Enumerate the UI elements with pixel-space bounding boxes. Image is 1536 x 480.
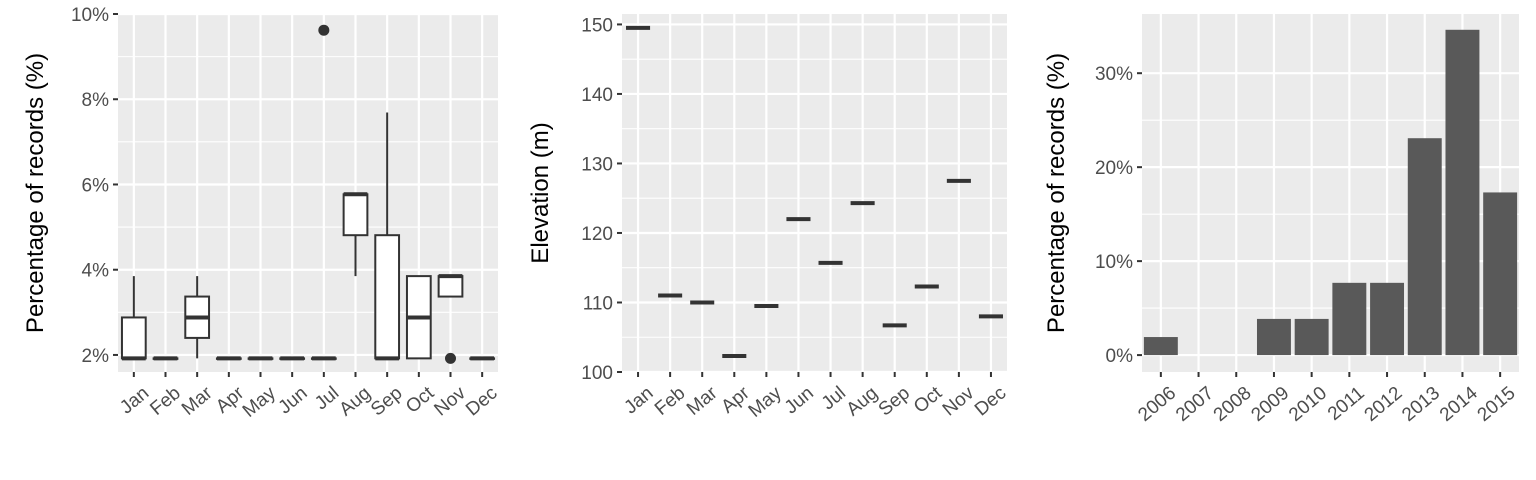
x-tick-label: Mar [178, 382, 217, 420]
box [342, 193, 369, 237]
x-tick-label: Aug [843, 383, 882, 421]
bar [1483, 192, 1518, 356]
x-tick-label: Jun [781, 383, 818, 419]
y-tick-label: 8% [82, 90, 110, 111]
x-tick-label: Dec [462, 383, 501, 421]
x-tick-label: Dec [971, 383, 1010, 421]
x-tick-label: Jul [818, 383, 850, 415]
outlier-point [318, 24, 330, 36]
y-tick-label: 30% [1095, 64, 1133, 85]
x-tick-label: 2007 [1172, 383, 1218, 426]
y-axis-title: Percentage of records (%) [22, 53, 49, 333]
box [120, 316, 147, 360]
y-axis-title: Percentage of records (%) [1043, 53, 1070, 333]
y-tick-label: 6% [82, 175, 110, 196]
y-axis: 0% 10% 20% 30% [1095, 64, 1142, 367]
y-tick-label: 10% [1095, 252, 1133, 273]
x-tick-label: Jan [116, 383, 153, 419]
x-tick-label: Apr [718, 382, 755, 418]
bar [1407, 138, 1442, 356]
x-tick-label: Jan [620, 383, 657, 419]
y-tick-label: 10% [71, 5, 109, 26]
x-tick-label: 2006 [1134, 383, 1180, 426]
x-tick-label: Oct [910, 382, 947, 418]
x-tick-label: Mar [683, 382, 722, 420]
box [374, 234, 401, 360]
x-tick-label: 2009 [1247, 383, 1293, 426]
marks [626, 25, 1003, 359]
y-tick-label: 140 [581, 85, 613, 106]
y-tick-label: 4% [82, 261, 110, 282]
outlier-point [445, 352, 456, 364]
box [437, 275, 464, 298]
x-tick-label: Feb [146, 383, 185, 420]
y-axis: 100 110 120 130 140 150 [581, 15, 622, 384]
bar [1294, 318, 1329, 356]
x-tick-label: 2014 [1436, 382, 1482, 426]
panel-background [622, 14, 1007, 372]
panel-background [118, 14, 498, 372]
x-tick-label: Jun [275, 383, 312, 419]
gridlines [622, 14, 1007, 374]
x-tick-label: 2011 [1324, 383, 1369, 425]
x-tick-label: 2013 [1398, 383, 1444, 426]
marks [120, 24, 496, 364]
x-tick-label: Sep [367, 383, 406, 421]
x-tick-label: Oct [402, 382, 439, 418]
x-tick-label: Sep [875, 383, 914, 421]
y-axis: 2% 4% 6% 8% 10% [71, 5, 118, 367]
y-tick-label: 110 [583, 293, 613, 314]
x-tick-label: 2008 [1210, 383, 1256, 426]
x-tick-label: 2015 [1474, 383, 1520, 426]
y-tick-label: 120 [581, 224, 613, 245]
bar [1370, 282, 1405, 356]
bar [1256, 318, 1291, 356]
x-tick-label: Aug [335, 383, 374, 421]
bar [1143, 337, 1178, 356]
bar [1445, 29, 1480, 356]
x-tick-label: Feb [651, 383, 690, 420]
y-axis-title: Elevation (m) [527, 122, 554, 263]
x-tick-label: 2012 [1361, 383, 1407, 426]
y-tick-label: 150 [581, 15, 613, 36]
y-tick-label: 100 [581, 363, 613, 384]
bar-chart-yearly-percentage: 0% 10% 20% 30% 2006200720082009201020112012… [1043, 14, 1520, 426]
y-tick-label: 20% [1095, 158, 1133, 179]
y-tick-label: 0% [1106, 346, 1134, 367]
y-tick-label: 130 [581, 154, 613, 175]
marks [1143, 29, 1518, 356]
x-tick-label: Jul [311, 383, 343, 415]
bar [1332, 282, 1367, 356]
x-tick-label: Nov [939, 382, 979, 420]
y-tick-label: 2% [82, 346, 110, 367]
x-tick-label: 2010 [1285, 383, 1331, 426]
